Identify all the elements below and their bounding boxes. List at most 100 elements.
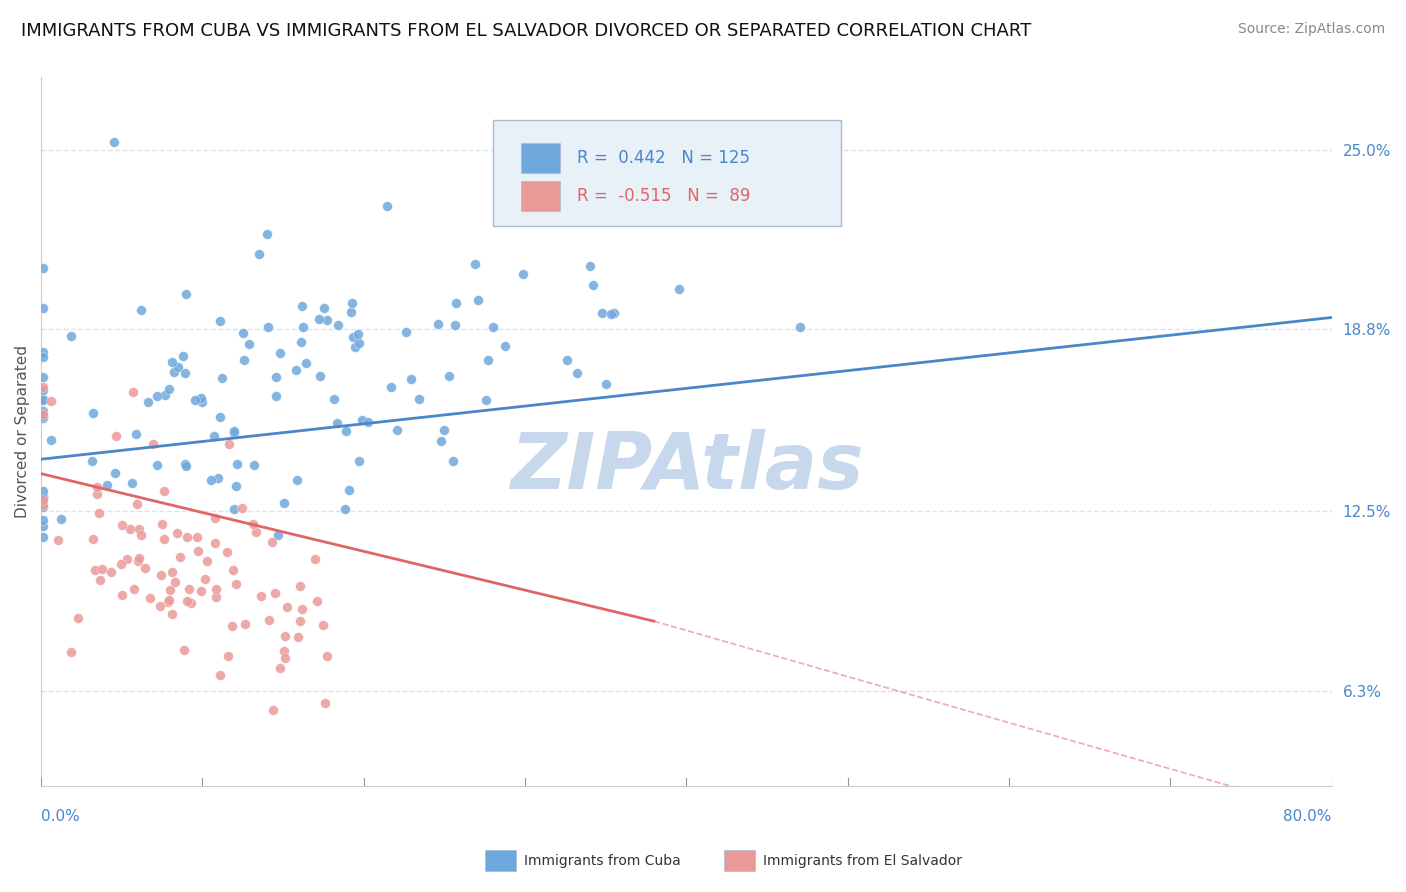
Point <box>39 393 62 408</box>
Point <box>104 467 127 481</box>
Point <box>128 551 150 566</box>
Point <box>31 301 53 316</box>
FancyBboxPatch shape <box>522 181 560 211</box>
Point <box>31 410 53 425</box>
Point <box>582 277 605 292</box>
Point <box>31 498 53 512</box>
Point <box>190 391 212 405</box>
Point <box>110 558 132 572</box>
Point <box>603 306 626 320</box>
Point <box>314 696 336 710</box>
Point <box>149 568 172 582</box>
Point <box>344 340 367 354</box>
Point <box>31 261 53 276</box>
Point <box>291 602 314 616</box>
Point <box>222 426 245 441</box>
Point <box>186 531 208 545</box>
Point <box>208 668 231 682</box>
Point <box>173 366 195 380</box>
Point <box>122 385 145 400</box>
Point <box>215 545 238 559</box>
Point <box>194 572 217 586</box>
Point <box>96 478 118 492</box>
Point <box>159 582 181 597</box>
Point <box>179 582 201 596</box>
Point <box>51 512 73 526</box>
Point <box>408 392 430 407</box>
Point <box>191 395 214 409</box>
Point <box>488 136 510 151</box>
Point <box>464 257 486 271</box>
Point <box>322 392 344 407</box>
Point <box>274 650 297 665</box>
Point <box>110 517 132 532</box>
Point <box>347 326 370 341</box>
Point <box>257 320 280 334</box>
Point <box>262 534 284 549</box>
Point <box>209 314 232 328</box>
Point <box>308 368 330 383</box>
Point <box>426 318 449 332</box>
Point <box>290 334 312 349</box>
Point <box>176 530 198 544</box>
Point <box>136 395 159 409</box>
Point <box>557 352 579 367</box>
Point <box>340 305 363 319</box>
Text: ZIPAtlas: ZIPAtlas <box>509 429 863 505</box>
Point <box>153 387 176 401</box>
Point <box>163 365 186 379</box>
Point <box>269 661 291 675</box>
Point <box>134 561 156 575</box>
Point <box>444 296 467 310</box>
Point <box>287 630 309 644</box>
Point <box>342 330 364 344</box>
Point <box>273 644 295 658</box>
Point <box>204 536 226 550</box>
Text: Source: ZipAtlas.com: Source: ZipAtlas.com <box>1237 22 1385 37</box>
Point <box>31 380 53 394</box>
Point <box>218 437 240 451</box>
Point <box>475 393 498 408</box>
Point <box>31 392 53 406</box>
Point <box>157 382 180 396</box>
Text: R =  -0.515   N =  89: R = -0.515 N = 89 <box>576 186 749 205</box>
Point <box>347 454 370 468</box>
Point <box>494 339 516 353</box>
Point <box>375 199 398 213</box>
Point <box>437 369 460 384</box>
Point <box>46 533 69 547</box>
Point <box>82 532 104 546</box>
Point <box>315 313 337 327</box>
Text: Immigrants from El Salvador: Immigrants from El Salvador <box>763 854 963 868</box>
Point <box>290 578 312 592</box>
Point <box>340 296 363 310</box>
Point <box>105 429 128 443</box>
Point <box>467 293 489 308</box>
Point <box>31 493 53 508</box>
Point <box>121 475 143 490</box>
Point <box>242 517 264 532</box>
Point <box>195 554 218 568</box>
Point <box>225 576 247 591</box>
Point <box>225 479 247 493</box>
Point <box>172 349 194 363</box>
Point <box>82 406 104 420</box>
Point <box>160 566 183 580</box>
Point <box>433 423 456 437</box>
Point <box>274 629 297 643</box>
Point <box>273 496 295 510</box>
Point <box>174 287 197 301</box>
Point <box>668 281 690 295</box>
Point <box>264 389 287 403</box>
Point <box>284 363 307 377</box>
Point <box>211 371 233 385</box>
Point <box>291 299 314 313</box>
Point <box>166 359 188 374</box>
Point <box>232 326 254 340</box>
Point <box>87 506 110 520</box>
Point <box>307 594 329 608</box>
Point <box>347 335 370 350</box>
Point <box>429 434 451 448</box>
Point <box>595 376 617 391</box>
Point <box>221 563 243 577</box>
